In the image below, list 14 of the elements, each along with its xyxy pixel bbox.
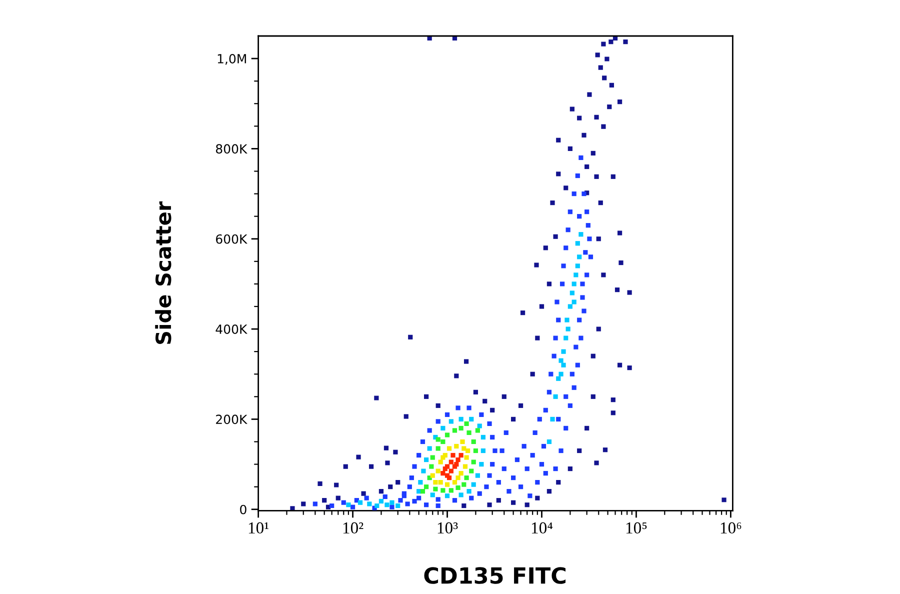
x-tick-label: 10² xyxy=(343,522,364,534)
x-tick-label: 10⁵ xyxy=(626,522,647,534)
y-tick-label: 600K xyxy=(216,234,248,244)
x-tick-label: 10⁴ xyxy=(532,522,553,534)
x-tick-label: 10⁶ xyxy=(720,522,742,534)
y-tick-label: 800K xyxy=(216,144,248,154)
y-tick-label: 0 xyxy=(240,504,246,514)
y-tick-label: 400K xyxy=(216,324,248,334)
x-tick-label: 10¹ xyxy=(248,522,269,534)
y-axis-title: Side Scatter xyxy=(155,201,172,344)
x-axis-title: CD135 FITC xyxy=(424,567,566,584)
x-tick-label: 10³ xyxy=(438,522,458,534)
y-tick-label: 1,0M xyxy=(218,54,246,65)
y-tick-label: 200K xyxy=(216,414,248,424)
